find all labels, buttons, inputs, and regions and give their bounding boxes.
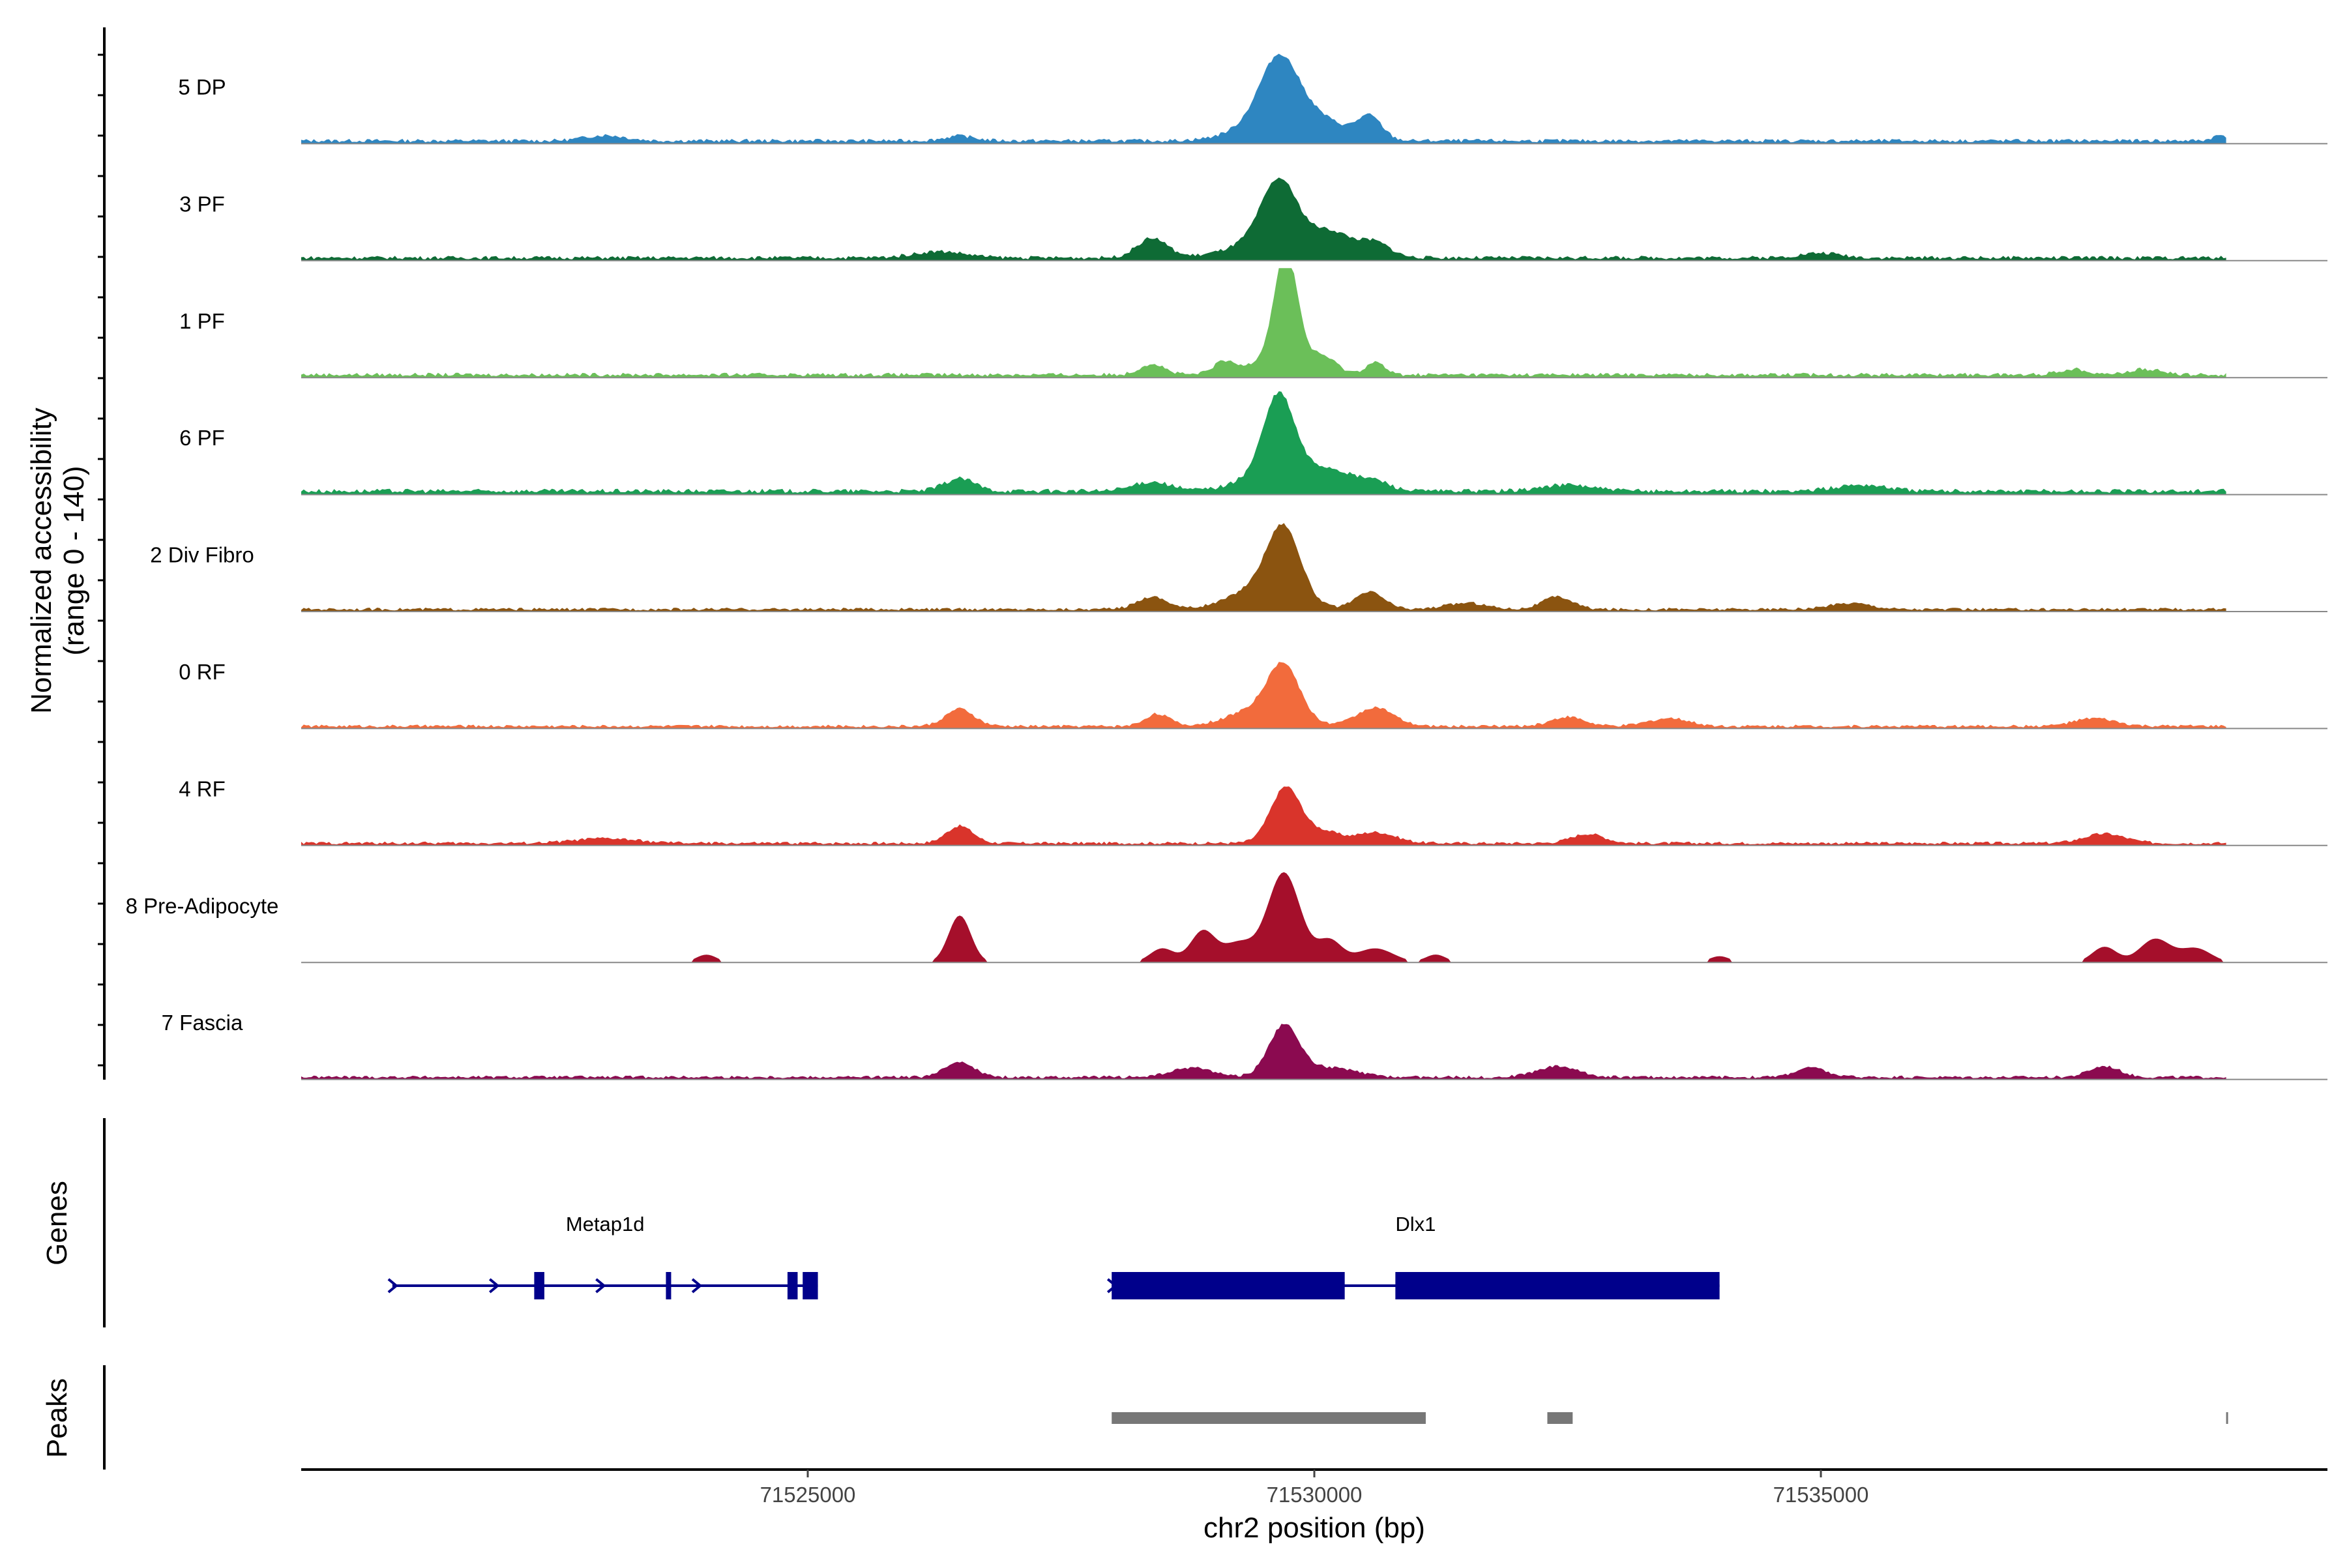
y-axis-title: Normalized accessibility (25, 407, 57, 713)
x-tick-label-0: 71525000 (760, 1483, 856, 1507)
coverage-area-5 (301, 662, 2226, 729)
gene-exon-0-0 (534, 1272, 544, 1299)
peak-region-0 (1112, 1412, 1426, 1424)
gene-strand-arrow-0-0 (387, 1278, 398, 1294)
gene-exon-1-1 (1395, 1272, 1720, 1299)
peaks-panel-label: Peaks (41, 1378, 73, 1458)
coverage-area-1 (301, 177, 2226, 261)
gene-exon-0-3 (803, 1272, 818, 1299)
track-label-5: 0 RF (179, 660, 226, 684)
x-axis-title: chr2 position (bp) (1203, 1512, 1425, 1544)
peak-region-2 (2226, 1412, 2228, 1424)
track-label-8: 7 Fascia (162, 1011, 243, 1035)
gene-label-0: Metap1d (566, 1213, 645, 1235)
track-label-0: 5 DP (178, 75, 226, 99)
genes-panel-label: Genes (41, 1181, 73, 1265)
gene-exon-0-1 (666, 1272, 672, 1299)
coverage-area-2 (301, 268, 2226, 378)
coverage-area-7 (301, 872, 2226, 963)
gene-strand-arrow-0-2 (595, 1278, 606, 1294)
gene-exon-1-0 (1112, 1272, 1345, 1299)
track-label-7: 8 Pre-Adipocyte (126, 894, 279, 918)
gene-strand-arrow-0-3 (691, 1278, 703, 1294)
gene-label-1: Dlx1 (1395, 1213, 1436, 1235)
track-label-1: 3 PF (179, 192, 225, 216)
coverage-area-8 (301, 1024, 2226, 1080)
track-label-2: 1 PF (179, 309, 225, 333)
coverage-area-6 (301, 786, 2226, 846)
peak-region-1 (1547, 1412, 1573, 1424)
coverage-area-0 (301, 53, 2226, 144)
gene-exon-0-2 (787, 1272, 798, 1299)
track-label-6: 4 RF (179, 777, 226, 801)
gene-strand-arrow-1-0 (1106, 1278, 1118, 1294)
coverage-area-4 (301, 523, 2226, 612)
x-tick-label-1: 71530000 (1267, 1483, 1363, 1507)
y-axis-subtitle: (range 0 - 140) (58, 466, 90, 655)
track-label-3: 6 PF (179, 426, 225, 450)
x-tick-label-2: 71535000 (1773, 1483, 1869, 1507)
track-label-4: 2 Div Fibro (150, 543, 254, 567)
coverage-area-3 (301, 391, 2226, 495)
gene-strand-arrow-0-1 (488, 1278, 500, 1294)
